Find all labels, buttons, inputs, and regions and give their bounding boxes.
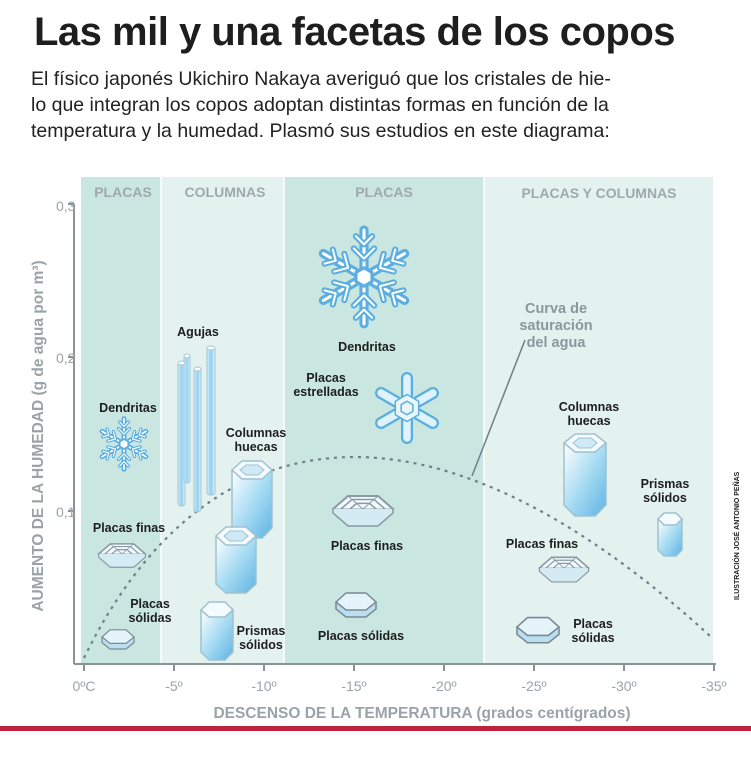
crystal-label: Placas finas	[331, 539, 403, 553]
curve-label-leader	[471, 339, 526, 477]
solid-prism-crystal	[656, 512, 684, 557]
crystal-label: Placas finas	[93, 521, 165, 535]
zone-label: PLACAS Y COLUMNAS	[521, 185, 676, 201]
intro-line: lo que integran los copos adoptan distin…	[31, 94, 609, 116]
zone-background	[484, 177, 713, 664]
solid-plate-crystal	[335, 592, 377, 618]
y-axis-label: AUMENTO DE LA HUMEDAD (g de agua por m³)	[30, 260, 47, 611]
thin-plate-crystal	[97, 543, 147, 569]
page-title: Las mil y una facetas de los copos	[34, 10, 676, 54]
x-tick-label: -25º	[521, 678, 546, 694]
y-tick-label: 0,1	[56, 504, 76, 520]
hollow-column-crystal	[562, 433, 608, 517]
intro-line: temperatura y la humedad. Plasmó sus est…	[31, 120, 610, 142]
thin-plate-crystal	[332, 495, 394, 527]
illustration-credit: ILUSTRACIÓN JOSÉ ANTONIO PEÑAS	[734, 471, 741, 600]
x-tick-label: 0ºC	[72, 678, 95, 694]
nakaya-diagram: PLACAS COLUMNAS PLACAS PLACAS Y COLUMNAS…	[30, 177, 727, 722]
curve-label: Curva de	[525, 301, 587, 317]
x-tick-label: -5º	[165, 678, 183, 694]
crystal-label: Prismas	[641, 477, 690, 491]
x-tick-label: -30º	[611, 678, 636, 694]
crystal-label: sólidos	[239, 638, 283, 652]
zone-label: PLACAS	[94, 184, 152, 200]
crystal-label: Agujas	[177, 325, 219, 339]
x-tick-label: -15º	[341, 678, 366, 694]
crystal-label: Prismas	[237, 624, 286, 638]
solid-plate-crystal	[101, 629, 135, 650]
crystal-label: estrelladas	[293, 385, 358, 399]
crystal-label: Placas	[573, 617, 613, 631]
bottom-rule	[0, 726, 751, 731]
crystal-label: Placas sólidas	[318, 629, 404, 643]
y-tick-label: 0,3	[56, 198, 76, 214]
intro-line: El físico japonés Ukichiro Nakaya averig…	[31, 68, 611, 90]
crystal-label: Placas	[130, 597, 170, 611]
y-tick-label: 0,2	[56, 350, 76, 366]
needle-crystals	[177, 345, 216, 513]
solid-prism-crystal	[199, 601, 235, 661]
saturation-curve	[83, 455, 711, 659]
thin-plate-crystal	[538, 556, 590, 583]
solid-plate-crystal	[516, 616, 560, 644]
zone-background	[81, 177, 161, 664]
crystal-label: Dendritas	[338, 340, 396, 354]
curve-label: del agua	[527, 335, 587, 351]
crystal-label: huecas	[567, 414, 610, 428]
crystal-label: Dendritas	[99, 401, 157, 415]
crystal-label: sólidos	[643, 491, 687, 505]
x-tick-label: -35º	[701, 678, 726, 694]
x-tick-label: -20º	[431, 678, 456, 694]
crystal-label: sólidas	[128, 611, 171, 625]
intro-text: El físico japonés Ukichiro Nakaya averig…	[31, 66, 721, 144]
x-tick-label: -10º	[251, 678, 276, 694]
curve-label: saturación	[519, 318, 592, 334]
crystal-label: Columnas	[226, 426, 286, 440]
crystal-label: Columnas	[559, 400, 619, 414]
hollow-column-crystal	[230, 460, 274, 539]
zone-label: PLACAS	[355, 184, 413, 200]
hollow-column-crystal	[214, 526, 258, 594]
zone-label: COLUMNAS	[185, 184, 266, 200]
crystal-label: Placas	[306, 371, 346, 385]
crystal-label: sólidas	[571, 631, 614, 645]
crystal-label: huecas	[234, 440, 277, 454]
crystal-label: Placas finas	[506, 537, 578, 551]
x-axis-label: DESCENSO DE LA TEMPERATURA (grados centí…	[213, 705, 630, 722]
